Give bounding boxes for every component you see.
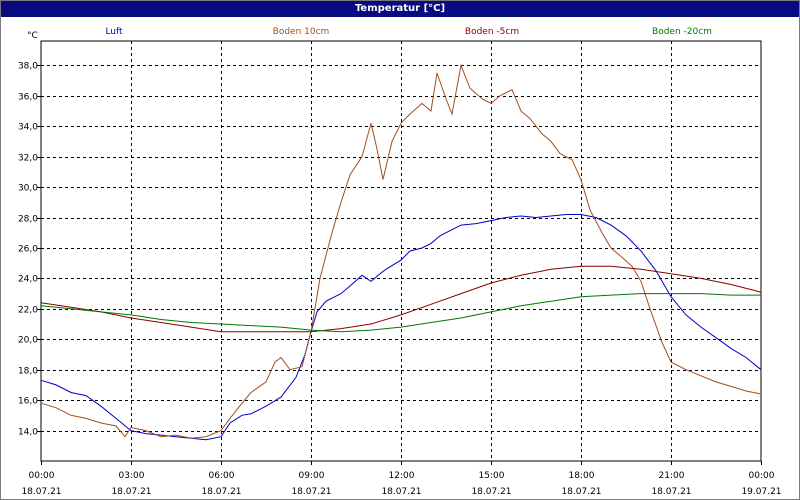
x-tick-time: 18:00	[569, 471, 595, 481]
x-tick-time: 06:00	[209, 471, 235, 481]
series-lines	[40, 63, 762, 441]
y-tick-label: 26,0	[18, 245, 38, 255]
y-tick-label: 36,0	[18, 93, 38, 103]
y-tick-label: 18,0	[18, 367, 38, 377]
legend-item: Boden 10cm	[273, 27, 330, 37]
chart-area: 14,0 16,0 18,0 20,0 22,0 24,0 26,0 28,0 30,0 32,0…	[18, 27, 782, 498]
y-tick-label: 38,0	[18, 62, 38, 72]
y-tick-label: 16,0	[18, 397, 38, 407]
x-tick-time: 09:00	[299, 471, 325, 481]
x-tick-date: 18.07.21	[21, 487, 61, 497]
y-tick-label: 32,0	[18, 154, 38, 164]
x-tick-date: 18.07.21	[561, 487, 601, 497]
x-tick-date: 18.07.21	[291, 487, 331, 497]
series-line-boden-10cm	[40, 63, 762, 439]
series-line-luft	[40, 214, 762, 441]
y-axis-label: °C	[27, 31, 38, 41]
window-title: Temperatur [°C]	[1, 1, 799, 17]
legend-item: Luft	[105, 27, 123, 37]
x-tick-time: 03:00	[119, 471, 145, 481]
y-tick-label: 24,0	[18, 275, 38, 285]
legend-item: Boden -20cm	[652, 27, 712, 37]
y-tick-label: 20,0	[18, 336, 38, 346]
x-tick-time: 21:00	[659, 471, 685, 481]
x-tick-date: 18.07.21	[201, 487, 241, 497]
legend: Luft Boden 10cm Boden -5cm Boden -20cm	[105, 27, 712, 37]
x-tick-time: 00:00	[749, 471, 775, 481]
x-tick-date: 18.07.21	[471, 487, 511, 497]
x-tick-date: 18.07.21	[381, 487, 421, 497]
y-tick-label: 34,0	[18, 123, 38, 133]
x-tick-time: 00:00	[29, 471, 55, 481]
series-line-boden-20cm	[40, 293, 761, 333]
y-tick-label: 28,0	[18, 215, 38, 225]
x-tick-time: 15:00	[479, 471, 505, 481]
tick-labels: 14,0 16,0 18,0 20,0 22,0 24,0 26,0 28,0 30,0 32,0…	[18, 62, 782, 498]
x-tick-date: 18.07.21	[111, 487, 151, 497]
x-tick-date: 19.07.21	[741, 487, 781, 497]
grid	[37, 40, 762, 465]
y-tick-label: 30,0	[18, 184, 38, 194]
legend-item: Boden -5cm	[465, 27, 519, 37]
y-tick-label: 14,0	[18, 428, 38, 438]
x-tick-time: 12:00	[389, 471, 415, 481]
y-tick-label: 22,0	[18, 306, 38, 316]
x-tick-date: 18.07.21	[651, 487, 691, 497]
series-line-boden-5cm	[40, 265, 762, 333]
